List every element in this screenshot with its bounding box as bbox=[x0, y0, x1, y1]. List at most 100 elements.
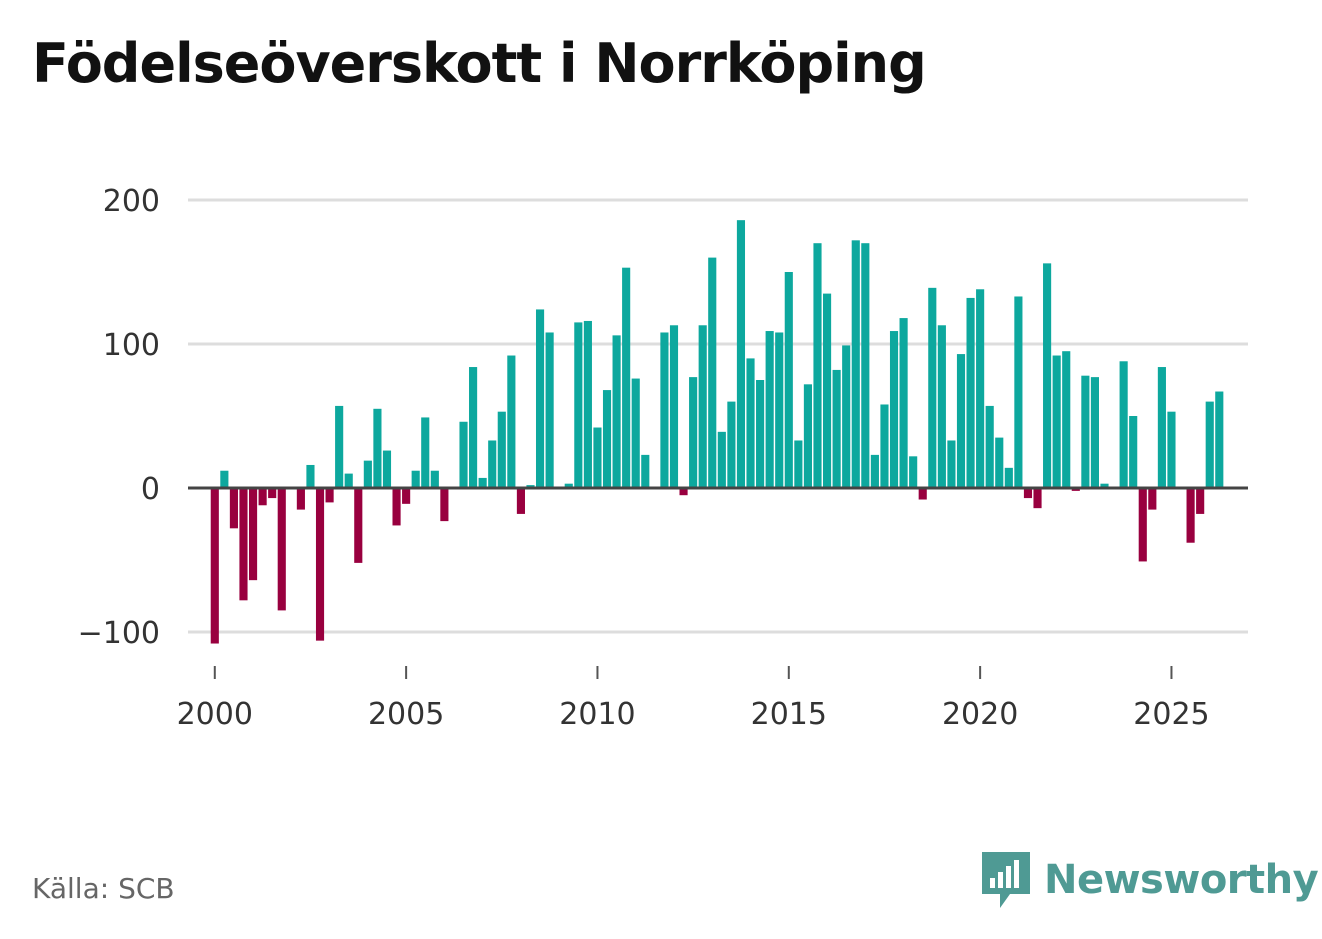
bar bbox=[889, 331, 899, 488]
bar bbox=[669, 325, 679, 488]
bar bbox=[689, 377, 698, 488]
bar bbox=[421, 417, 430, 488]
bar bbox=[727, 401, 736, 488]
bar bbox=[411, 470, 420, 488]
bar bbox=[813, 243, 822, 488]
bar bbox=[382, 450, 392, 488]
bar bbox=[1157, 367, 1166, 488]
bar bbox=[1100, 483, 1109, 488]
bar bbox=[698, 325, 707, 488]
bar bbox=[880, 404, 889, 488]
bar bbox=[535, 309, 545, 488]
bar bbox=[937, 325, 946, 488]
bar bbox=[258, 488, 267, 506]
brand-logo: Newsworthy bbox=[980, 850, 1319, 910]
bar bbox=[1138, 488, 1147, 562]
bar bbox=[296, 488, 305, 510]
bar bbox=[220, 470, 229, 488]
bar bbox=[1186, 488, 1195, 543]
bar bbox=[717, 431, 726, 488]
bar bbox=[574, 322, 583, 488]
bar bbox=[430, 470, 439, 488]
bar bbox=[440, 488, 449, 522]
bar bbox=[564, 483, 573, 488]
x-tick-label: 2000 bbox=[177, 697, 253, 732]
bar bbox=[277, 488, 286, 611]
bar bbox=[1004, 467, 1013, 488]
bar bbox=[708, 257, 717, 488]
bar bbox=[392, 488, 401, 526]
newsworthy-logo-icon bbox=[982, 852, 1030, 908]
bar bbox=[803, 384, 812, 488]
grid-lines bbox=[188, 198, 1248, 634]
bar bbox=[602, 390, 612, 488]
bar bbox=[1062, 351, 1071, 488]
bar bbox=[622, 267, 631, 488]
bar bbox=[756, 380, 765, 488]
bar bbox=[373, 408, 382, 488]
bar bbox=[985, 405, 994, 488]
bar bbox=[354, 488, 363, 563]
bar bbox=[995, 437, 1004, 488]
chart-title: Födelseöverskott i Norrköping bbox=[32, 32, 927, 95]
bar bbox=[765, 331, 774, 488]
bar bbox=[784, 272, 793, 488]
bar bbox=[851, 240, 860, 488]
bar bbox=[966, 297, 975, 488]
x-tick-label: 2005 bbox=[368, 697, 444, 732]
bar bbox=[679, 488, 688, 496]
y-tick-label: −100 bbox=[78, 616, 160, 651]
bar bbox=[488, 440, 497, 488]
bars bbox=[210, 220, 1224, 644]
bar bbox=[516, 488, 525, 514]
bar bbox=[363, 460, 372, 488]
bar bbox=[239, 488, 248, 601]
bar bbox=[909, 456, 918, 488]
bar bbox=[794, 440, 803, 488]
bar bbox=[325, 488, 334, 503]
bar bbox=[736, 220, 746, 488]
bar bbox=[469, 367, 478, 488]
bar bbox=[459, 421, 468, 488]
bar bbox=[775, 332, 784, 488]
x-axis: 2000 2005 2010 2015 2020 2025 bbox=[177, 666, 1210, 732]
bar bbox=[1215, 391, 1224, 488]
bar bbox=[641, 454, 650, 488]
bar bbox=[928, 287, 937, 488]
brand-name: Newsworthy bbox=[1044, 857, 1319, 903]
bar bbox=[660, 332, 669, 488]
bar bbox=[976, 289, 985, 488]
x-tick-label: 2020 bbox=[942, 697, 1018, 732]
bar bbox=[823, 293, 832, 488]
bar bbox=[918, 488, 927, 500]
bar bbox=[612, 335, 621, 488]
source-note: Källa: SCB bbox=[32, 872, 175, 905]
bar bbox=[1014, 296, 1023, 488]
x-tick-label: 2015 bbox=[751, 697, 827, 732]
bar bbox=[1196, 488, 1205, 514]
bar bbox=[842, 345, 851, 488]
x-tick-label: 2010 bbox=[559, 697, 635, 732]
bar bbox=[583, 320, 592, 488]
bar bbox=[335, 405, 344, 488]
bar bbox=[1205, 401, 1214, 488]
x-tick-label: 2025 bbox=[1133, 697, 1209, 732]
bar bbox=[1033, 488, 1042, 509]
bar bbox=[1129, 416, 1138, 488]
bar bbox=[1043, 263, 1052, 488]
bar bbox=[1052, 355, 1061, 488]
bar bbox=[268, 488, 277, 499]
bar bbox=[947, 440, 956, 488]
bar bbox=[229, 488, 238, 529]
y-tick-label: 200 bbox=[103, 184, 160, 219]
bar bbox=[1119, 361, 1128, 488]
bar bbox=[1148, 488, 1157, 510]
y-tick-label: 0 bbox=[141, 472, 160, 507]
bar bbox=[306, 464, 315, 488]
bar bbox=[1167, 411, 1176, 488]
bar bbox=[1090, 377, 1099, 488]
bar bbox=[210, 488, 219, 644]
bar bbox=[861, 243, 870, 488]
bar bbox=[497, 411, 506, 488]
